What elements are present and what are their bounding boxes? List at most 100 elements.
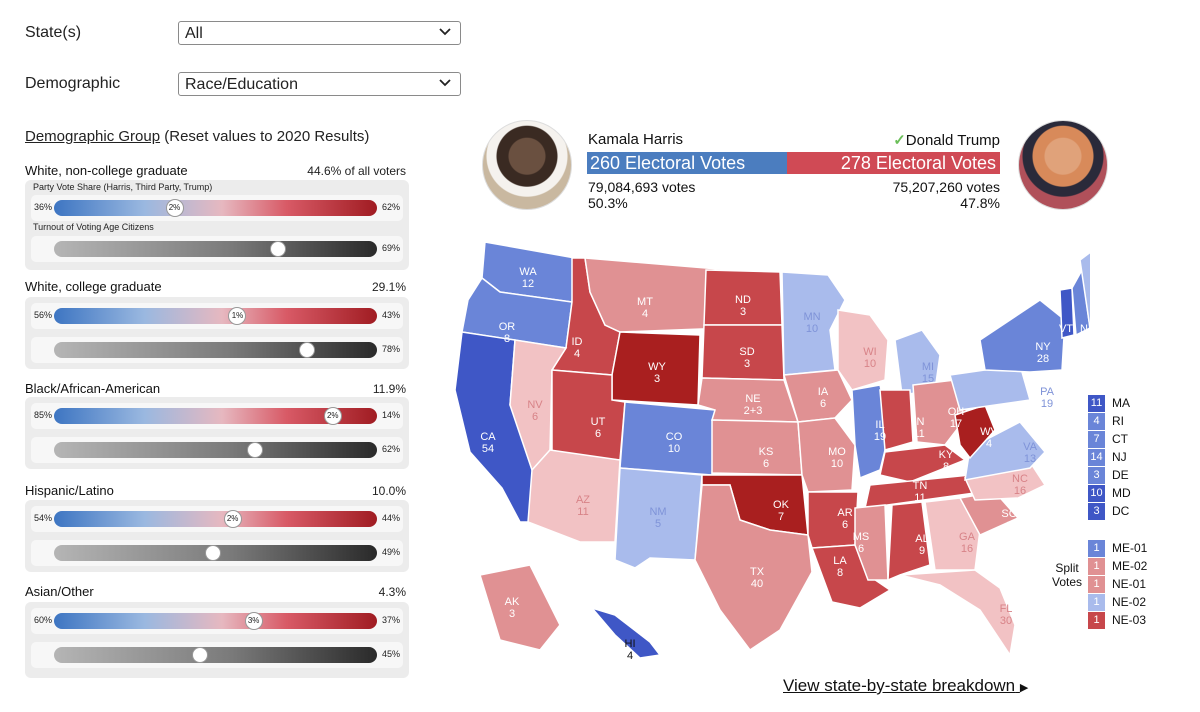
- state-vt[interactable]: [1059, 287, 1075, 339]
- state-abbr-label: AZ: [576, 494, 590, 506]
- state-ak[interactable]: [479, 564, 561, 651]
- vote-share-slider[interactable]: 56% 43% 1%: [31, 303, 403, 329]
- state-abbr-label: MS: [853, 531, 870, 543]
- vote-share-slider[interactable]: Party Vote Share (Harris, Third Party, T…: [31, 182, 403, 221]
- state-ga[interactable]: [924, 497, 981, 571]
- state-mi[interactable]: [894, 329, 941, 396]
- state-ev-label: 11: [914, 492, 925, 504]
- state-abbr-label: CA: [480, 431, 496, 443]
- state-ev-label: 16: [961, 543, 973, 555]
- state-abbr-label: NY: [1035, 341, 1051, 353]
- state-ms[interactable]: [854, 504, 889, 581]
- harris-avatar: [482, 120, 572, 210]
- state-abbr-label: TX: [750, 566, 765, 578]
- states-filter-label: State(s): [25, 24, 82, 41]
- state-ia[interactable]: [783, 369, 853, 423]
- third-party-handle[interactable]: 3%: [244, 612, 263, 630]
- legend-ev-box: 7: [1088, 431, 1105, 448]
- turnout-track[interactable]: [54, 241, 377, 257]
- states-select[interactable]: All: [178, 21, 461, 45]
- winner-check-icon: ✓: [893, 132, 906, 149]
- vote-share-track[interactable]: 2%: [54, 510, 377, 528]
- state-wy[interactable]: [611, 331, 701, 406]
- state-abbr-label: WY: [648, 361, 666, 373]
- state-abbr-label: AR: [837, 507, 852, 519]
- turnout-slider[interactable]: Turnout of Voting Age Citizens 69%: [31, 222, 403, 262]
- turnout-handle[interactable]: [205, 545, 222, 561]
- state-abbr-label: CO: [666, 431, 683, 443]
- state-fl[interactable]: [899, 569, 1016, 657]
- state-ev-label: 4: [1085, 335, 1090, 347]
- third-party-handle[interactable]: 2%: [323, 407, 342, 425]
- state-ev-label: 4: [986, 438, 992, 450]
- vote-share-track[interactable]: 2%: [54, 199, 377, 217]
- turnout-handle[interactable]: [298, 342, 315, 358]
- state-abbr-label: PA: [1040, 386, 1055, 398]
- state-ar[interactable]: [807, 491, 859, 549]
- trump-share-value: 43%: [381, 310, 400, 320]
- turnout-slider[interactable]: 62%: [31, 437, 403, 463]
- trump-name: Donald Trump: [905, 132, 1000, 149]
- group-panel: 54% 44% 2% 49%: [25, 500, 409, 572]
- state-nh[interactable]: [1071, 267, 1090, 337]
- vote-share-track[interactable]: 1%: [54, 307, 377, 325]
- turnout-handle[interactable]: [269, 241, 286, 257]
- state-abbr-label: OH: [948, 406, 965, 418]
- vote-share-slider[interactable]: 85% 14% 2%: [31, 403, 403, 429]
- harris-name: Kamala Harris: [588, 131, 684, 148]
- vote-share-track[interactable]: 2%: [54, 407, 377, 425]
- harris-share-value: 36%: [34, 202, 53, 212]
- third-party-handle[interactable]: 2%: [223, 510, 242, 528]
- state-ev-label: 16: [1014, 485, 1026, 497]
- state-abbr-label: MT: [637, 296, 653, 308]
- turnout-track[interactable]: [54, 647, 377, 663]
- turnout-track[interactable]: [54, 545, 377, 561]
- us-electoral-map: WA12OR8CA54ID4NV6MT4WY3UT6AZ11CO10NM5ND3…: [454, 241, 1090, 662]
- turnout-track[interactable]: [54, 442, 377, 458]
- state-breakdown-link[interactable]: View state-by-state breakdown ▶: [783, 676, 1028, 696]
- turnout-value: 45%: [381, 649, 400, 659]
- group-panel: 56% 43% 1% 78%: [25, 297, 409, 369]
- state-hi[interactable]: [589, 606, 662, 659]
- third-party-handle[interactable]: 2%: [165, 199, 184, 217]
- state-az[interactable]: [527, 449, 621, 543]
- vote-share-track[interactable]: 3%: [54, 612, 377, 630]
- legend-state-label: DE: [1112, 468, 1129, 482]
- trump-ev-bar: 278 Electoral Votes: [786, 152, 1000, 174]
- state-tx[interactable]: [694, 484, 813, 652]
- state-ev-label: 3: [1063, 335, 1069, 347]
- turnout-slider[interactable]: 49%: [31, 540, 403, 566]
- reset-values-link[interactable]: (Reset values to 2020 Results): [164, 128, 370, 145]
- demographic-group-title[interactable]: Demographic Group: [25, 128, 161, 145]
- turnout-handle[interactable]: [192, 647, 209, 663]
- state-in[interactable]: [879, 389, 914, 451]
- state-ny[interactable]: [979, 299, 1066, 373]
- state-ev-label: 4: [627, 650, 633, 662]
- turnout-slider[interactable]: 78%: [31, 337, 403, 363]
- turnout-caption: Turnout of Voting Age Citizens: [33, 222, 154, 232]
- state-mo[interactable]: [797, 417, 856, 493]
- demographic-select[interactable]: Race/Education: [178, 72, 461, 96]
- group-name: Hispanic/Latino: [25, 483, 114, 498]
- state-ev-label: 2+3: [744, 405, 763, 417]
- state-ev-label: 54: [482, 443, 494, 455]
- state-il[interactable]: [851, 384, 891, 480]
- vote-share-slider[interactable]: 60% 37% 3%: [31, 608, 403, 634]
- state-va[interactable]: [964, 421, 1047, 481]
- vote-share-slider[interactable]: 54% 44% 2%: [31, 506, 403, 532]
- state-ky[interactable]: [879, 444, 967, 483]
- state-abbr-label: KY: [939, 449, 954, 461]
- state-me[interactable]: [1079, 245, 1090, 330]
- state-abbr-label: NM: [649, 506, 666, 518]
- turnout-track[interactable]: [54, 342, 377, 358]
- state-oh[interactable]: [912, 379, 969, 446]
- state-wi[interactable]: [837, 309, 889, 391]
- turnout-slider[interactable]: 45%: [31, 642, 403, 668]
- third-party-handle[interactable]: 1%: [228, 307, 247, 325]
- state-ks[interactable]: [711, 419, 803, 476]
- state-ev-label: 6: [595, 428, 601, 440]
- turnout-handle[interactable]: [247, 442, 264, 458]
- demographic-group-header: Demographic Group (Reset values to 2020 …: [25, 128, 369, 145]
- state-al[interactable]: [887, 501, 931, 582]
- state-abbr-label: AK: [505, 596, 520, 608]
